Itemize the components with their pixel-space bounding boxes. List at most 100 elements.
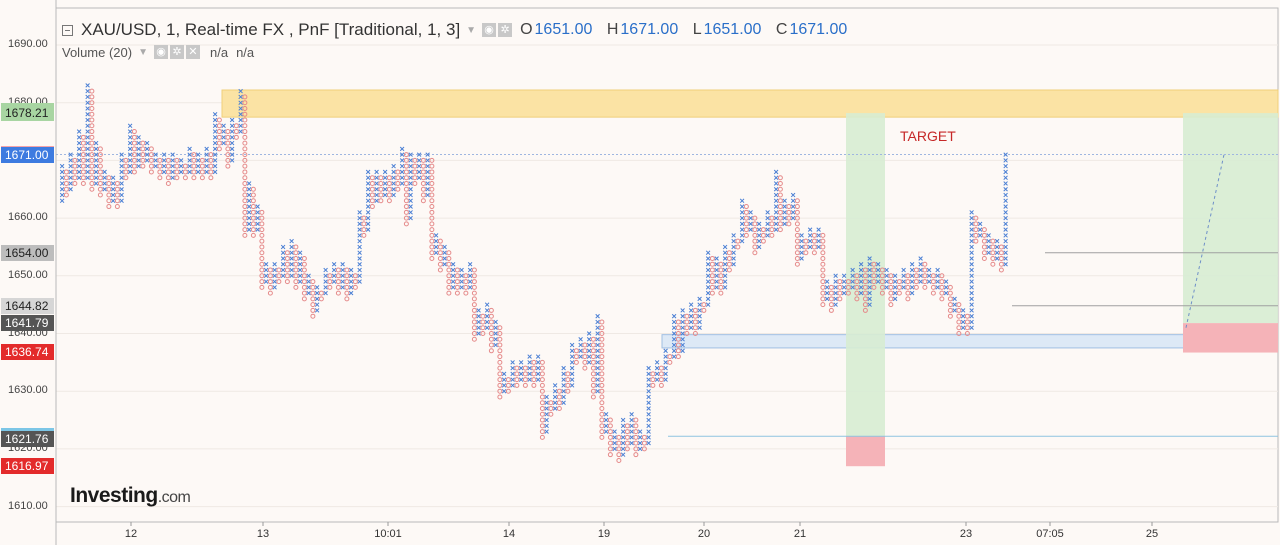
time-tick-label: 25 <box>1145 528 1159 540</box>
pnf-x-mark <box>663 348 668 354</box>
pnf-x-mark <box>238 117 243 123</box>
pnf-o-mark <box>488 319 494 325</box>
pnf-x-mark <box>586 331 592 336</box>
pnf-o-mark <box>709 279 715 285</box>
pnf-o-mark <box>454 267 460 273</box>
pnf-o-mark <box>786 215 792 221</box>
pnf-x-mark <box>416 163 422 169</box>
price-tag: 1671.00 <box>1 146 54 163</box>
close-icon[interactable]: ✕ <box>186 45 200 59</box>
pnf-x-mark <box>501 383 507 388</box>
pnf-o-mark <box>429 157 435 163</box>
pnf-o-mark <box>242 232 248 238</box>
pnf-x-mark <box>85 123 90 129</box>
pnf-o-mark <box>939 273 945 279</box>
pnf-x-mark <box>646 394 651 400</box>
eye-icon[interactable]: ◉ <box>154 45 168 59</box>
pnf-x-mark <box>773 221 779 227</box>
pnf-x-mark <box>739 198 745 204</box>
pnf-x-mark <box>374 186 379 192</box>
pnf-x-mark <box>552 406 558 411</box>
pnf-o-mark <box>573 354 579 360</box>
pnf-o-mark <box>505 388 511 394</box>
pnf-o-mark <box>471 267 477 273</box>
pnf-o-mark <box>743 227 749 233</box>
pnf-x-mark <box>680 325 685 330</box>
pnf-o-mark <box>429 232 435 238</box>
pnf-o-mark <box>590 377 596 383</box>
pnf-o-mark <box>63 186 69 192</box>
pnf-x-mark <box>595 325 600 330</box>
chevron-down-icon[interactable]: ▼ <box>138 46 148 58</box>
pnf-o-mark <box>794 261 800 267</box>
pnf-x-mark <box>552 383 558 388</box>
gear-icon[interactable]: ✲ <box>170 45 184 59</box>
pnf-o-mark <box>828 284 834 290</box>
pnf-o-mark <box>718 261 724 267</box>
pnf-o-mark <box>361 227 367 233</box>
pnf-x-mark <box>484 313 490 319</box>
pnf-o-mark <box>429 250 435 256</box>
pnf-x-mark <box>986 250 991 255</box>
pnf-o-mark <box>820 296 826 302</box>
symbol-title[interactable]: XAU/USD, 1, Real-time FX , PnF [Traditio… <box>81 20 461 39</box>
pnf-o-mark <box>777 186 783 192</box>
pnf-o-mark <box>97 157 103 163</box>
pnf-x-mark <box>340 279 345 284</box>
pnf-o-mark <box>913 279 919 285</box>
pnf-x-mark <box>399 169 405 175</box>
pnf-x-mark <box>544 417 549 423</box>
pnf-x-mark <box>323 290 328 296</box>
pnf-x-mark <box>544 394 549 400</box>
pnf-x-mark <box>144 140 150 146</box>
pnf-o-mark <box>641 446 647 452</box>
pnf-o-mark <box>862 273 868 279</box>
pnf-o-mark <box>420 198 426 204</box>
pnf-o-mark <box>998 261 1004 267</box>
pnf-x-mark <box>663 377 668 382</box>
pnf-o-mark <box>497 325 503 331</box>
pnf-o-mark <box>480 313 486 319</box>
pnf-o-mark <box>854 273 860 279</box>
collapse-icon[interactable] <box>62 24 73 36</box>
pnf-x-mark <box>1003 250 1008 255</box>
pnf-o-mark <box>429 221 435 227</box>
pnf-o-mark <box>811 250 817 256</box>
pnf-x-mark <box>663 371 668 377</box>
target-annotation[interactable]: TARGET <box>900 128 956 144</box>
eye-icon[interactable]: ◉ <box>482 23 497 37</box>
pnf-o-mark <box>420 169 426 175</box>
pnf-o-mark <box>990 261 996 267</box>
pnf-o-mark <box>922 267 928 273</box>
pnf-x-mark <box>867 273 872 279</box>
pnf-o-mark <box>174 163 180 169</box>
pnf-o-mark <box>599 348 605 354</box>
pnf-o-mark <box>743 232 749 238</box>
pnf-x-mark <box>969 313 974 319</box>
pnf-o-mark <box>361 232 367 238</box>
pnf-x-mark <box>161 163 167 169</box>
pnf-x-mark <box>85 83 90 88</box>
pnf-x-mark <box>705 267 711 273</box>
pnf-o-mark <box>709 273 715 279</box>
pnf-x-mark <box>1003 244 1008 250</box>
pnf-x-mark <box>340 273 345 279</box>
gear-icon[interactable]: ✲ <box>498 23 513 37</box>
chevron-down-icon[interactable]: ▼ <box>466 24 477 36</box>
pnf-o-mark <box>403 180 409 186</box>
pnf-x-mark <box>161 152 167 157</box>
pnf-o-mark <box>216 140 222 146</box>
pnf-x-mark <box>595 360 600 365</box>
pnf-o-mark <box>123 157 129 163</box>
pnf-o-mark <box>692 331 698 336</box>
pnf-x-mark <box>739 215 745 221</box>
volume-label[interactable]: Volume (20) <box>62 44 133 60</box>
investing-logo: Investing.com <box>70 484 191 508</box>
pnf-o-mark <box>140 152 146 158</box>
pnf-o-mark <box>437 261 443 267</box>
pnf-o-mark <box>242 180 248 186</box>
pnf-o-mark <box>539 423 545 429</box>
pnf-o-mark <box>820 267 826 273</box>
pnf-x-mark <box>858 279 864 284</box>
